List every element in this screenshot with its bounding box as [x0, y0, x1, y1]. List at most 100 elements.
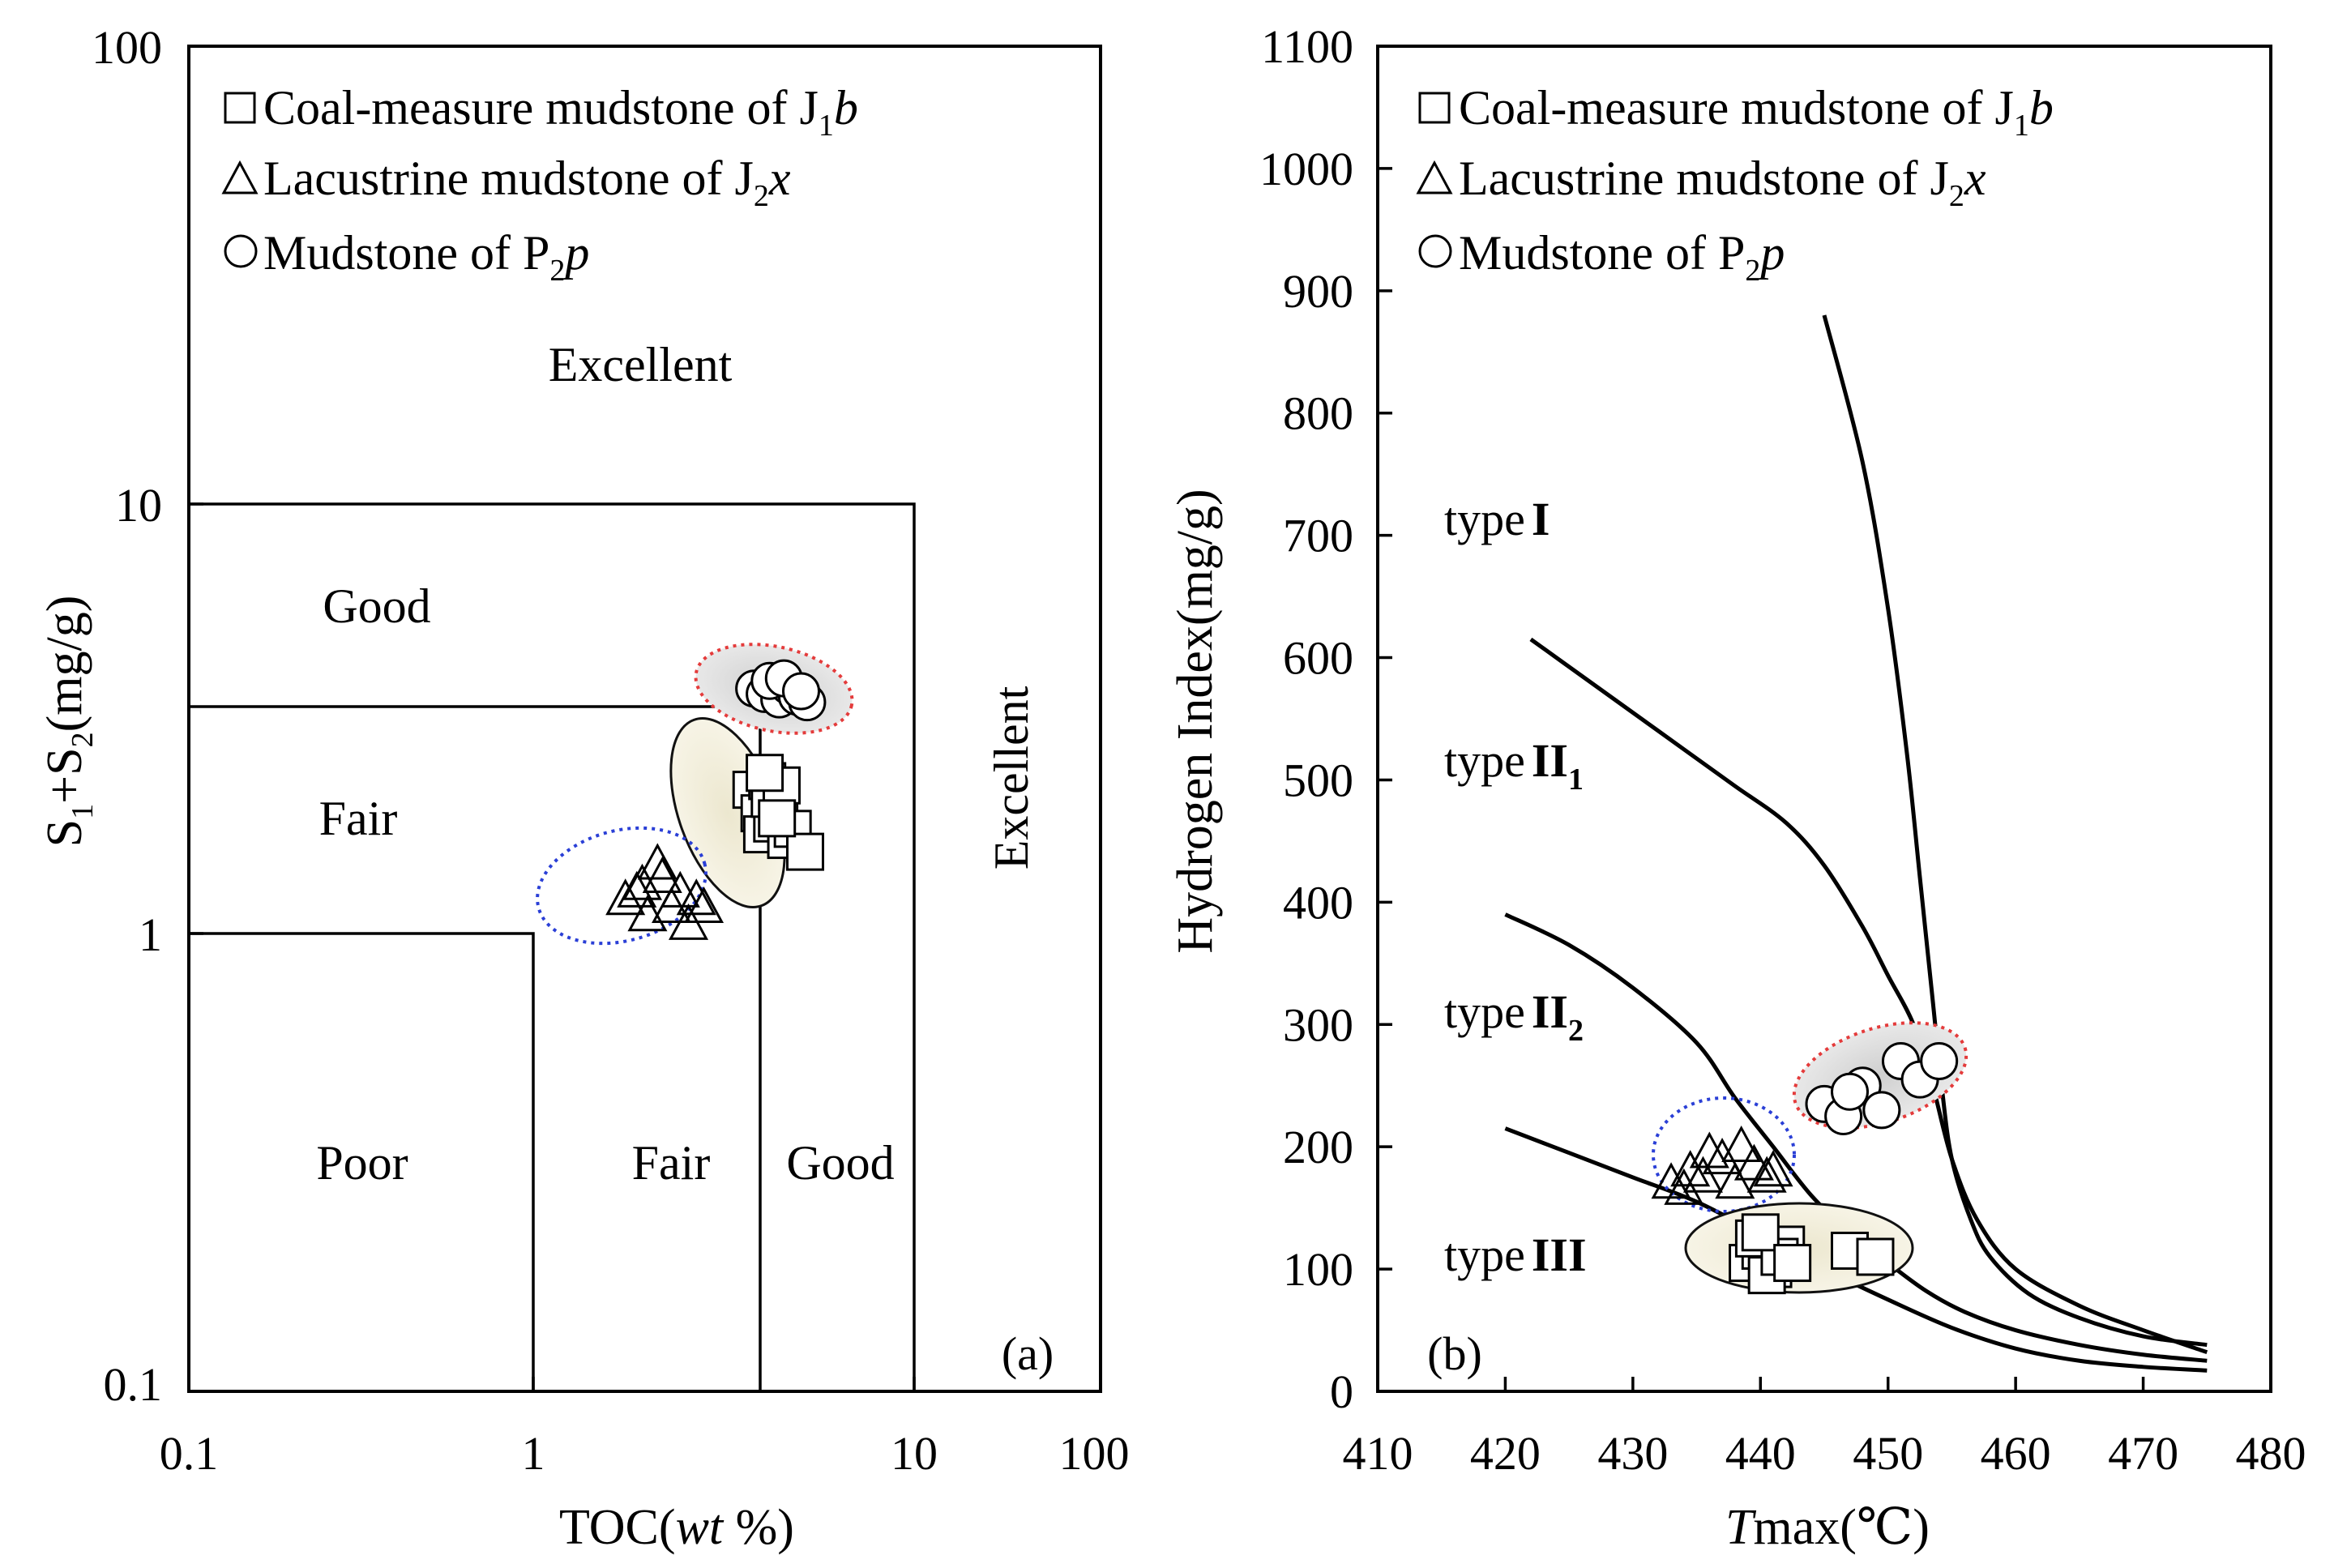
chart-b-ytick-label: 500 — [1283, 754, 1353, 806]
chart-b-xtick-label: 440 — [1725, 1427, 1796, 1480]
region-label-excellent-top: Excellent — [549, 338, 733, 391]
chart-a: 100 10 1 0.1 0.1 1 10 100 TOC(wt %) S1+S… — [37, 21, 1130, 1555]
chart-b-ytick-label: 200 — [1283, 1121, 1353, 1173]
chart-b-xtick-label: 460 — [1981, 1427, 2051, 1480]
chart-a-xtick-label: 0.1 — [160, 1427, 219, 1480]
chart-b-xtick-label: 480 — [2236, 1427, 2306, 1480]
chart-a-ytick-label: 0.1 — [104, 1358, 163, 1411]
chart-a-square-point — [746, 754, 784, 793]
chart-a-legend-item: Coal-measure mudstone of J1b — [263, 81, 858, 143]
chart-a-legend-item: Lacustrine mudstone of J2x — [263, 152, 791, 213]
chart-a-triangle-point — [637, 843, 678, 880]
chart-a-ytick-label: 1 — [139, 908, 162, 961]
chart-b-legend-item: Coal-measure mudstone of J1b — [1459, 81, 2054, 143]
chart-a-ytick-label: 100 — [92, 21, 162, 74]
chart-b-ytick-label: 0 — [1330, 1365, 1353, 1418]
chart-a-xtick-label: 10 — [891, 1427, 938, 1480]
chart-b-circle-point — [1920, 1042, 1959, 1081]
region-label-good-lower: Good — [786, 1136, 894, 1190]
chart-a-xtick-label: 100 — [1059, 1427, 1130, 1480]
kerogen-type-boundary-curve — [1504, 912, 2208, 1363]
chart-b-legend: Coal-measure mudstone of J1b Lacustrine … — [1416, 81, 2054, 288]
chart-b-xtick-label: 470 — [2108, 1427, 2178, 1480]
chart-b-frame — [1376, 45, 2272, 1393]
kerogen-type-boundary-curve — [1529, 637, 2208, 1355]
region-line-1 — [189, 932, 535, 1391]
chart-a-frame — [187, 45, 1102, 1393]
chart-b-ticks: 0 100 200 300 400 500 600 700 800 900 1000 1100 410 4… — [1259, 20, 2306, 1480]
chart-b-points — [1651, 1042, 1959, 1295]
chart-a-ytick-label: 10 — [115, 479, 162, 532]
chart-b-triangle-point — [1651, 1162, 1691, 1199]
chart-b-xtick-label: 430 — [1597, 1427, 1668, 1480]
chart-a-triangle-point — [627, 895, 668, 932]
region-label-fair-lower: Fair — [632, 1136, 711, 1190]
chart-b: 0 100 200 300 400 500 600 700 800 900 1000 1100 410 4… — [1168, 20, 2306, 1555]
region-line-10 — [189, 502, 916, 1391]
chart-b-triangle-point — [1664, 1168, 1704, 1205]
chart-b-triangle-point — [1682, 1156, 1723, 1193]
chart-a-region-boundaries — [189, 502, 916, 1391]
chart-a-triangle-point — [684, 886, 725, 924]
legend-circle-marker — [224, 234, 258, 268]
chart-a-legend-item: Mudstone of P2p — [263, 226, 589, 288]
legend-square-marker — [224, 92, 256, 124]
chart-a-circle-point — [782, 672, 821, 711]
chart-a-xtick-label: 1 — [522, 1427, 545, 1480]
chart-a-points — [605, 659, 827, 940]
chart-b-triangle-point — [1702, 1138, 1742, 1175]
chart-a-ticks — [189, 45, 916, 1391]
chart-a-panel-label: (a) — [1002, 1327, 1054, 1380]
chart-b-triangle-point — [1746, 1156, 1787, 1193]
chart-b-xtick-label: 450 — [1853, 1427, 1923, 1480]
region-label-poor: Poor — [316, 1136, 408, 1190]
chart-a-triangle-point — [652, 886, 692, 924]
chart-a-triangle-point — [617, 870, 657, 908]
chart-a-ylabel: S1+S2(mg/g) — [37, 596, 100, 848]
chart-a-xlabel: TOC(wt %) — [559, 1500, 794, 1555]
chart-b-triangle-point — [1689, 1131, 1729, 1169]
chart-b-triangle-point — [1715, 1162, 1755, 1199]
chart-a-triangle-point — [622, 863, 662, 900]
chart-b-circle-point — [1830, 1072, 1869, 1111]
chart-b-legend-item: Lacustrine mudstone of J2x — [1459, 152, 1986, 213]
chart-b-ytick-label: 100 — [1283, 1243, 1353, 1296]
chart-b-square-point — [1856, 1237, 1895, 1276]
legend-triangle-marker — [1416, 160, 1453, 194]
type-label-iii: type III — [1444, 1228, 1587, 1281]
region-label-fair-upper: Fair — [319, 792, 398, 845]
type-label-ii2: type II2 — [1444, 985, 1584, 1048]
chart-b-ytick-label: 300 — [1283, 998, 1353, 1051]
legend-triangle-marker — [221, 160, 259, 194]
chart-a-square-point — [785, 832, 824, 871]
chart-b-square-point — [1773, 1244, 1812, 1283]
chart-b-ytick-label: 400 — [1283, 876, 1353, 929]
type-label-i: type I — [1444, 493, 1550, 545]
chart-a-triangle-point — [676, 878, 716, 916]
chart-b-ytick-label: 1100 — [1261, 20, 1353, 73]
cluster-ellipse-triangle-group — [1652, 1096, 1796, 1213]
type-label-ii1: type II1 — [1444, 734, 1584, 797]
chart-b-ytick-label: 900 — [1283, 265, 1353, 318]
chart-a-triangle-point — [605, 878, 646, 916]
chart-a-legend: Coal-measure mudstone of J1b Lacustrine … — [221, 81, 858, 288]
chart-a-square-point — [758, 799, 797, 838]
cluster-ellipse-triangle-group — [536, 826, 707, 946]
chart-b-legend-item: Mudstone of P2p — [1459, 226, 1785, 288]
region-label-good-upper: Good — [323, 579, 430, 633]
chart-b-triangle-point — [1733, 1143, 1774, 1181]
chart-b-ytick-label: 800 — [1283, 387, 1353, 440]
chart-a-triangle-point — [642, 856, 682, 894]
chart-b-triangle-point — [1721, 1125, 1762, 1163]
chart-b-ytick-label: 600 — [1283, 632, 1353, 685]
region-label-excellent-right: Excellent — [985, 686, 1038, 869]
chart-b-ytick-label: 700 — [1283, 510, 1353, 562]
chart-b-panel-label: (b) — [1427, 1327, 1482, 1380]
chart-b-xtick-label: 410 — [1343, 1427, 1413, 1480]
chart-b-triangle-point — [1753, 1150, 1793, 1187]
chart-b-xlabel: Tmax(℃) — [1725, 1500, 1930, 1555]
legend-circle-marker — [1418, 234, 1452, 268]
chart-b-xtick-label: 420 — [1470, 1427, 1541, 1480]
chart-b-ytick-label: 1000 — [1259, 143, 1353, 195]
